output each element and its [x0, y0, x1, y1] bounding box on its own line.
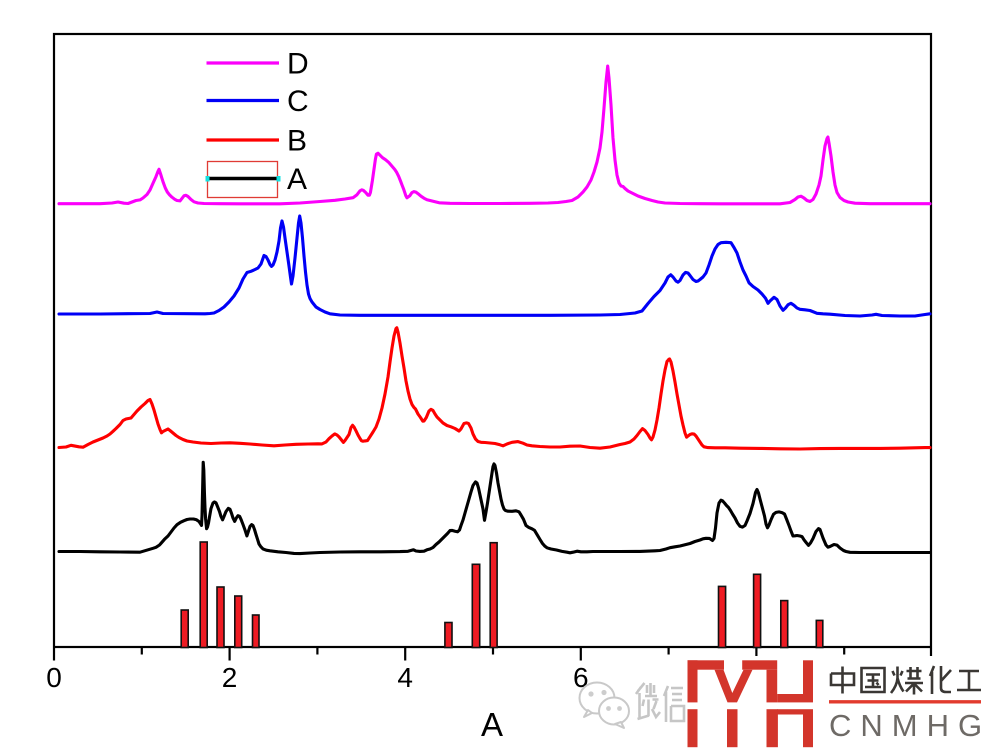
svg-text:0: 0 [46, 662, 62, 693]
svg-text:4: 4 [397, 662, 413, 693]
svg-text:A: A [481, 706, 503, 743]
svg-text:6: 6 [573, 662, 589, 693]
svg-text:D: D [287, 48, 309, 81]
svg-text:A: A [287, 163, 307, 196]
svg-text:B: B [287, 125, 307, 158]
svg-text:CNMHG: CNMHG [829, 708, 988, 743]
svg-text:2: 2 [222, 662, 238, 693]
svg-text:C: C [287, 85, 309, 118]
